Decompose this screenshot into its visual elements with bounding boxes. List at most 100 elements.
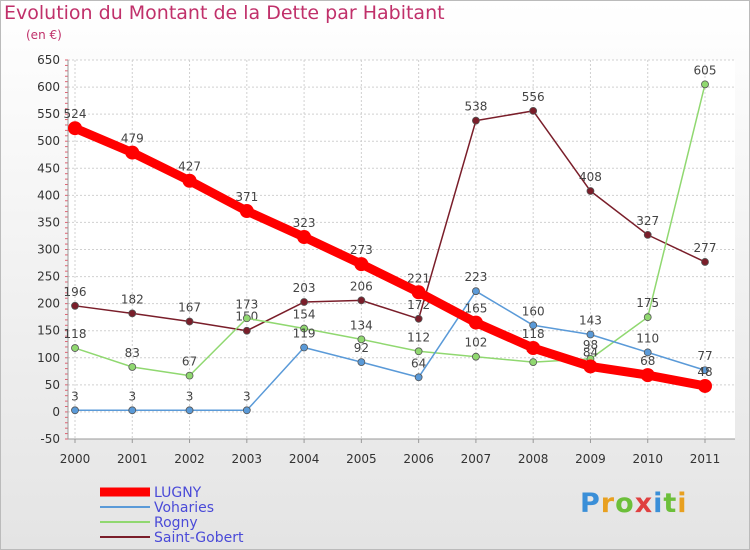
data-point-lugny xyxy=(583,359,598,374)
data-label-rogny: 134 xyxy=(350,318,373,332)
data-label-rogny: 67 xyxy=(182,355,197,369)
data-label-voharies: 160 xyxy=(522,304,545,318)
chart-title: Evolution du Montant de la Dette par Hab… xyxy=(4,2,445,24)
data-label-saint-gobert: 203 xyxy=(293,281,316,295)
data-label-rogny: 102 xyxy=(464,336,487,350)
data-point-voharies xyxy=(71,406,79,415)
legend-label-voharies: Voharies xyxy=(154,500,214,516)
data-label-lugny: 323 xyxy=(293,216,316,230)
data-point-voharies xyxy=(643,348,652,357)
data-point-lugny xyxy=(526,341,541,356)
data-label-lugny: 48 xyxy=(697,365,712,379)
data-label-saint-gobert: 408 xyxy=(579,170,602,184)
proxiti-logo: Proxiti xyxy=(580,488,688,519)
y-tick-label: 50 xyxy=(45,378,60,392)
y-tick-label: 400 xyxy=(37,188,60,202)
data-point-saint-gobert xyxy=(472,116,480,125)
legend-label-saint-gobert: Saint-Gobert xyxy=(154,530,244,546)
data-point-saint-gobert xyxy=(414,314,423,323)
data-label-lugny: 479 xyxy=(121,132,144,146)
data-point-voharies xyxy=(242,406,251,415)
data-point-lugny xyxy=(354,257,369,272)
y-tick-label: 500 xyxy=(37,134,60,148)
logo-letter: r xyxy=(600,488,616,519)
data-point-rogny xyxy=(242,314,251,323)
data-label-lugny: 165 xyxy=(464,302,487,316)
y-tick-label: 550 xyxy=(37,107,60,121)
data-label-saint-gobert: 206 xyxy=(350,279,373,293)
data-point-saint-gobert xyxy=(71,301,79,310)
x-tick-label: 2011 xyxy=(690,452,721,466)
data-label-rogny: 175 xyxy=(636,296,659,310)
x-tick-label: 2001 xyxy=(117,452,148,466)
data-point-saint-gobert xyxy=(128,309,137,318)
data-point-voharies xyxy=(300,343,308,352)
data-label-voharies: 110 xyxy=(636,331,659,345)
x-tick-label: 2009 xyxy=(575,452,606,466)
data-label-lugny: 371 xyxy=(235,190,258,204)
data-point-voharies xyxy=(586,330,595,339)
data-point-voharies xyxy=(414,373,423,382)
data-label-voharies: 223 xyxy=(464,270,487,284)
data-label-saint-gobert: 167 xyxy=(178,301,201,315)
data-point-saint-gobert xyxy=(185,317,194,326)
x-tick-label: 2008 xyxy=(518,452,549,466)
data-point-rogny xyxy=(472,352,480,361)
legend-label-lugny: LUGNY xyxy=(154,485,202,501)
logo-letter: o xyxy=(615,488,635,519)
data-label-lugny: 273 xyxy=(350,243,373,257)
data-label-rogny: 173 xyxy=(235,297,258,311)
data-label-rogny: 154 xyxy=(293,308,316,322)
y-tick-label: 300 xyxy=(37,243,60,257)
data-label-lugny: 68 xyxy=(640,354,655,368)
x-tick-label: 2003 xyxy=(232,452,263,466)
data-label-rogny: 83 xyxy=(125,346,140,360)
series-line-lugny xyxy=(70,123,710,391)
y-tick-label: 150 xyxy=(37,324,60,338)
x-tick-label: 2000 xyxy=(60,452,91,466)
data-label-saint-gobert: 182 xyxy=(121,292,144,306)
data-label-saint-gobert: 196 xyxy=(64,285,87,299)
data-point-lugny xyxy=(239,204,254,219)
y-tick-label: 200 xyxy=(37,297,60,311)
logo-letter: t xyxy=(663,488,678,519)
data-point-rogny xyxy=(128,363,137,371)
data-label-voharies: 3 xyxy=(128,389,136,403)
data-point-lugny xyxy=(698,378,712,393)
y-tick-label: 250 xyxy=(37,270,60,284)
data-label-voharies: 3 xyxy=(243,389,251,403)
data-label-rogny: 98 xyxy=(583,338,598,352)
x-tick-label: 2006 xyxy=(403,452,434,466)
data-point-saint-gobert xyxy=(300,298,308,306)
y-tick-label: 350 xyxy=(37,215,60,229)
logo-letter: i xyxy=(677,488,688,519)
data-point-lugny xyxy=(297,230,312,245)
data-point-lugny xyxy=(68,121,82,136)
data-label-voharies: 92 xyxy=(354,341,369,355)
legend-label-rogny: Rogny xyxy=(154,515,198,531)
y-tick-label: 0 xyxy=(52,405,60,419)
x-tick-label: 2010 xyxy=(632,452,663,466)
data-label-lugny: 221 xyxy=(407,271,430,285)
y-tick-label: -50 xyxy=(40,432,60,446)
logo-letter: x xyxy=(634,488,654,519)
data-label-voharies: 119 xyxy=(293,326,316,340)
logo-letter: i xyxy=(653,488,664,519)
y-tick-label: 450 xyxy=(37,161,60,175)
data-label-rogny: 112 xyxy=(407,330,430,344)
data-point-lugny xyxy=(125,145,140,160)
data-point-lugny xyxy=(640,368,655,383)
data-label-voharies: 64 xyxy=(411,356,426,370)
data-point-rogny xyxy=(529,358,538,367)
data-label-lugny: 524 xyxy=(64,107,87,121)
data-point-rogny xyxy=(185,371,194,380)
data-label-saint-gobert: 556 xyxy=(522,90,545,104)
data-point-rogny xyxy=(414,347,423,356)
data-point-voharies xyxy=(472,287,480,296)
data-point-saint-gobert xyxy=(701,258,709,266)
data-point-rogny xyxy=(71,344,79,352)
data-label-voharies: 143 xyxy=(579,314,602,328)
x-tick-label: 2007 xyxy=(461,452,492,466)
data-label-saint-gobert: 327 xyxy=(636,214,659,228)
